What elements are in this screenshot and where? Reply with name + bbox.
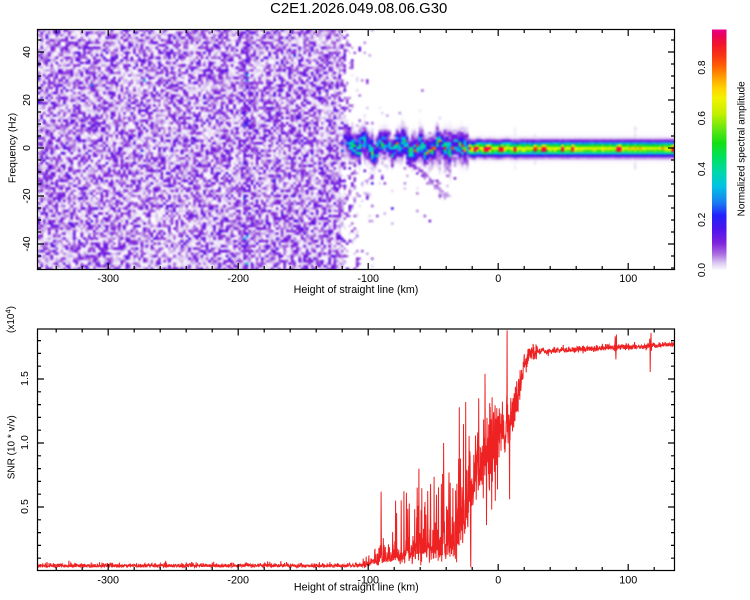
- svg-text:0.0: 0.0: [697, 263, 708, 277]
- svg-text:0.6: 0.6: [697, 111, 708, 125]
- svg-text:Frequency (Hz): Frequency (Hz): [8, 113, 19, 183]
- svg-text:C2E1.2026.049.08.06.G30: C2E1.2026.049.08.06.G30: [270, 1, 447, 17]
- svg-text:Height of straight line (km): Height of straight line (km): [294, 582, 419, 594]
- svg-text:-40: -40: [21, 236, 33, 251]
- svg-text:1.0: 1.0: [19, 435, 31, 450]
- svg-text:SNR (10 * v/v): SNR (10 * v/v): [7, 415, 18, 479]
- svg-text:-300: -300: [97, 273, 119, 285]
- svg-text:100: 100: [619, 574, 637, 586]
- svg-text:1.5: 1.5: [19, 371, 31, 386]
- svg-text:-300: -300: [97, 574, 119, 586]
- svg-text:0.8: 0.8: [697, 60, 708, 74]
- svg-text:Normalized spectral amplitude: Normalized spectral amplitude: [737, 81, 748, 217]
- svg-text:-200: -200: [227, 273, 249, 285]
- svg-text:40: 40: [21, 46, 33, 58]
- svg-text:-100: -100: [357, 574, 379, 586]
- svg-text:-200: -200: [227, 574, 249, 586]
- svg-text:-20: -20: [21, 188, 33, 203]
- svg-text:0.5: 0.5: [19, 499, 31, 514]
- svg-text:0: 0: [21, 145, 33, 151]
- svg-text:0: 0: [495, 273, 501, 285]
- svg-text:-100: -100: [357, 273, 379, 285]
- svg-text:0.4: 0.4: [697, 162, 708, 176]
- svg-text:Height of straight line (km): Height of straight line (km): [294, 284, 419, 296]
- svg-text:0: 0: [495, 574, 501, 586]
- svg-text:20: 20: [21, 94, 33, 106]
- svg-text:100: 100: [619, 273, 637, 285]
- svg-text:(x104): (x104): [4, 306, 18, 333]
- svg-text:0.2: 0.2: [697, 212, 708, 226]
